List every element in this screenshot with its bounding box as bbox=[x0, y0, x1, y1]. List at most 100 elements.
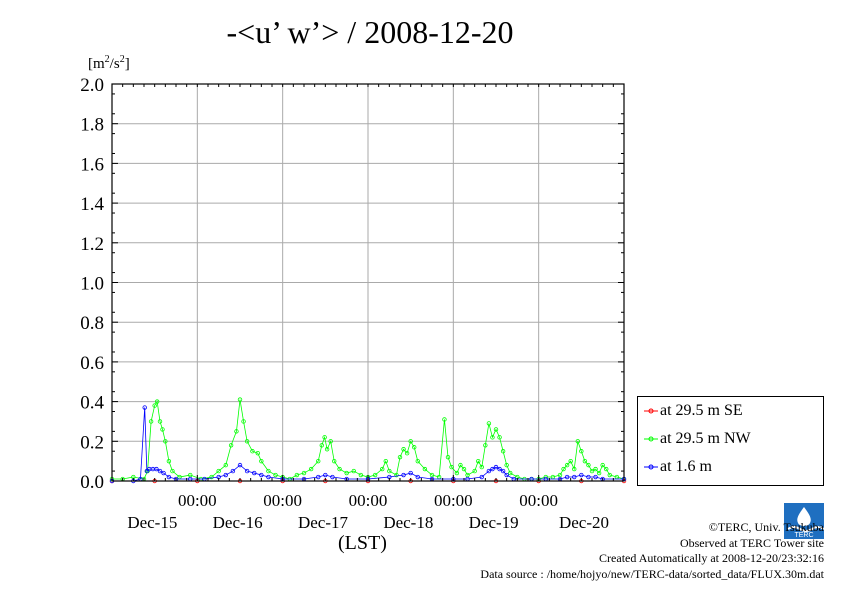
y-tick-label: 1.6 bbox=[80, 154, 104, 175]
legend-marker-se bbox=[644, 408, 658, 414]
chart-title: -<u’ w’> / 2008-12-20 bbox=[226, 14, 514, 50]
series-line-2 bbox=[112, 407, 624, 482]
data-point bbox=[244, 468, 250, 474]
data-point bbox=[504, 472, 509, 478]
data-point bbox=[472, 468, 477, 474]
data-point bbox=[561, 466, 566, 472]
data-point bbox=[237, 462, 243, 468]
data-point bbox=[564, 474, 570, 480]
data-point bbox=[401, 472, 406, 478]
data-point bbox=[412, 445, 417, 450]
x-tick-time-label: 00:00 bbox=[349, 491, 388, 510]
data-point bbox=[380, 466, 385, 472]
data-point bbox=[504, 462, 509, 468]
data-point bbox=[572, 466, 577, 472]
legend-item-nw: at 29.5 m NW bbox=[638, 430, 823, 450]
data-point bbox=[142, 405, 147, 410]
unit-exponent-2: 2 bbox=[119, 54, 125, 65]
x-tick-date-label: Dec-15 bbox=[127, 513, 177, 532]
legend-item-se: at 29.5 m SE bbox=[638, 402, 823, 422]
data-point bbox=[607, 472, 612, 478]
data-point bbox=[316, 458, 321, 464]
x-tick-date-label: Dec-17 bbox=[298, 513, 349, 532]
unit-prefix: [m bbox=[88, 56, 105, 72]
data-point bbox=[266, 468, 271, 474]
data-point bbox=[486, 468, 492, 474]
data-point bbox=[252, 470, 257, 476]
data-point bbox=[458, 462, 463, 468]
data-point bbox=[454, 470, 460, 476]
legend-label-1-6m: at 1.6 m bbox=[660, 458, 712, 475]
y-tick-label: 0.2 bbox=[80, 432, 104, 453]
data-point bbox=[154, 399, 160, 404]
data-point bbox=[394, 472, 399, 478]
data-point bbox=[383, 458, 388, 464]
data-point bbox=[497, 466, 502, 472]
data-point bbox=[228, 443, 234, 448]
data-point bbox=[358, 472, 364, 478]
data-point bbox=[324, 447, 330, 452]
unit-suffix: ] bbox=[124, 56, 130, 72]
data-point bbox=[579, 449, 584, 454]
legend-marker-nw bbox=[644, 436, 658, 442]
data-point bbox=[308, 466, 314, 472]
x-tick-date-label: Dec-19 bbox=[469, 513, 519, 532]
data-point bbox=[148, 419, 154, 424]
data-point bbox=[408, 470, 413, 476]
data-point bbox=[422, 466, 428, 472]
data-point bbox=[497, 435, 502, 440]
credits-block: ©TERC, Univ. Tsukuba Observed at TERC To… bbox=[480, 520, 824, 582]
data-point bbox=[323, 472, 328, 478]
data-point bbox=[163, 439, 168, 444]
data-point bbox=[508, 470, 513, 476]
data-point bbox=[154, 466, 159, 472]
data-point bbox=[216, 468, 221, 474]
data-point bbox=[161, 470, 166, 476]
data-point bbox=[234, 429, 239, 434]
data-point bbox=[600, 462, 605, 468]
data-point bbox=[259, 472, 264, 478]
data-point bbox=[404, 451, 410, 456]
data-point bbox=[316, 474, 321, 480]
data-point bbox=[564, 462, 570, 468]
data-point bbox=[273, 472, 278, 478]
data-point bbox=[255, 451, 260, 456]
data-point bbox=[568, 458, 573, 464]
data-point bbox=[493, 427, 499, 432]
data-point bbox=[241, 419, 246, 424]
y-tick-label: 0.4 bbox=[80, 393, 104, 414]
data-point bbox=[397, 454, 403, 460]
data-point bbox=[237, 397, 243, 402]
data-point bbox=[328, 439, 333, 444]
data-point bbox=[223, 462, 228, 468]
data-point bbox=[223, 472, 228, 478]
x-tick-time-label: 00:00 bbox=[519, 491, 558, 510]
data-point bbox=[209, 474, 214, 480]
data-point bbox=[250, 449, 255, 454]
data-point bbox=[337, 466, 342, 472]
copyright-text: ©TERC, Univ. Tsukuba bbox=[708, 520, 824, 534]
data-point bbox=[596, 470, 602, 476]
data-point bbox=[415, 458, 420, 464]
y-unit-label: [m2/s2] bbox=[88, 54, 130, 73]
data-point bbox=[476, 458, 481, 464]
y-tick-label: 0.8 bbox=[80, 313, 104, 334]
data-point bbox=[244, 439, 250, 444]
data-point bbox=[575, 439, 580, 444]
y-tick-label: 1.8 bbox=[80, 115, 104, 136]
y-tick-label: 1.2 bbox=[80, 234, 104, 255]
data-point bbox=[166, 458, 172, 464]
data-point bbox=[301, 470, 307, 476]
x-tick-time-label: 00:00 bbox=[263, 491, 302, 510]
source-text: Data source : /home/hojyo/new/TERC-data/… bbox=[480, 566, 824, 581]
x-tick-date-label: Dec-18 bbox=[383, 513, 433, 532]
data-point bbox=[157, 419, 163, 424]
y-tick-label: 0.6 bbox=[80, 353, 104, 374]
data-point bbox=[483, 443, 488, 448]
data-point bbox=[593, 466, 598, 472]
data-point bbox=[330, 474, 335, 480]
data-point bbox=[582, 458, 588, 464]
data-point bbox=[479, 474, 484, 480]
data-point bbox=[586, 474, 591, 480]
data-point bbox=[490, 466, 495, 472]
